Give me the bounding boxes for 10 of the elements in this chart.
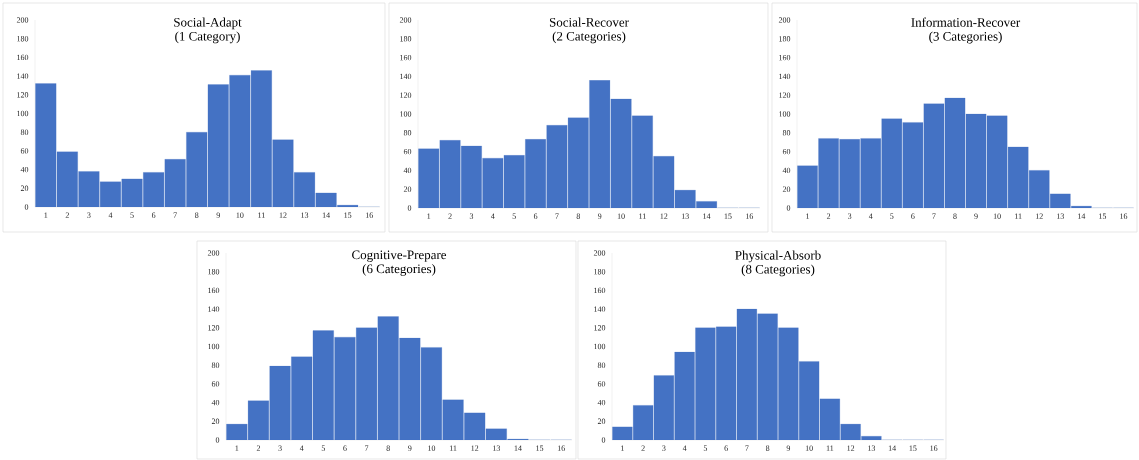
chart-title: Social-Adapt (174, 17, 242, 30)
text: (2 Categories) (552, 31, 626, 44)
text: (8 Categories) (741, 264, 815, 277)
chart-title: Cognitive-Prepare (352, 250, 447, 262)
text: (6 Categories) (362, 264, 436, 276)
text: (1 Category) (175, 31, 240, 44)
chart-title: Physical-Absorb (735, 250, 821, 263)
text: (3 Categories) (929, 31, 1002, 44)
chart-title: Social-Recover (549, 17, 629, 27)
chart-title: Information-Recover (911, 17, 1021, 27)
